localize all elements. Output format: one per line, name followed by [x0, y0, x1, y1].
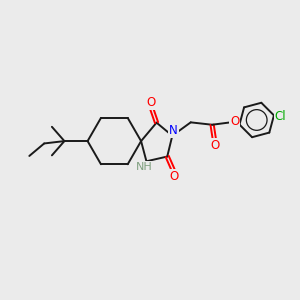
- Text: O: O: [146, 96, 155, 109]
- Text: O: O: [170, 170, 179, 183]
- Text: Cl: Cl: [275, 110, 286, 123]
- Text: N: N: [169, 124, 178, 137]
- Text: O: O: [230, 115, 239, 128]
- Text: O: O: [211, 139, 220, 152]
- Text: NH: NH: [136, 162, 152, 172]
